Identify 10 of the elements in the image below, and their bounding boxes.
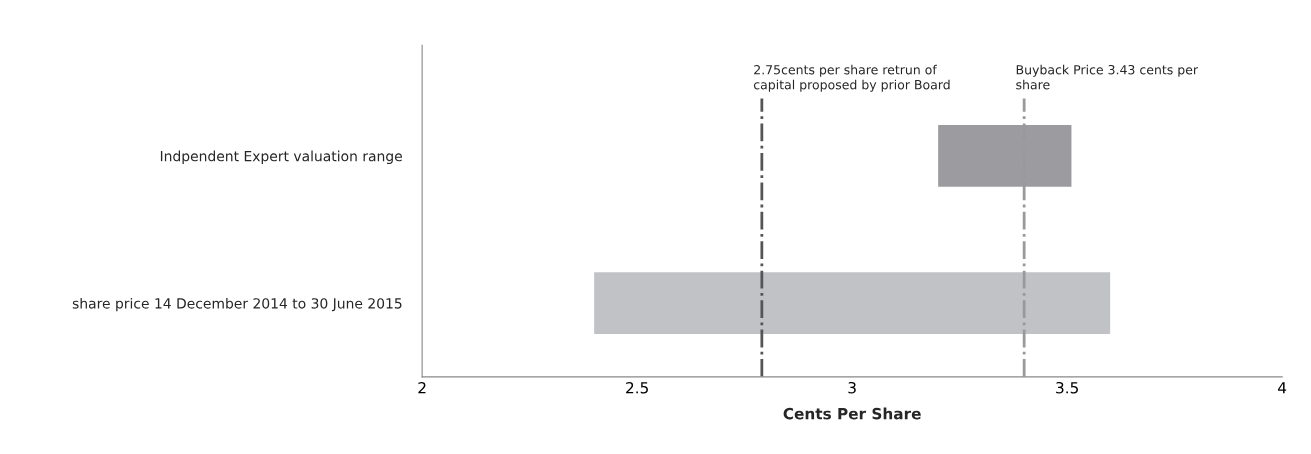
ref-line-label: 2.75cents per share retrun of capital proposed by prior Board	[753, 64, 950, 92]
x-tick-label: 2	[418, 381, 426, 394]
ref-line-label: Buyback Price 3.43 cents per share	[1016, 64, 1199, 90]
x-axis-title: Cents Per Share	[783, 407, 921, 420]
x-tick-label: 2.5	[626, 381, 648, 394]
y-tick-label: Indpendent Expert valuation range	[160, 150, 402, 165]
y-tick-label: share price 14 December 2014 to 30 June 2015	[72, 297, 402, 312]
x-tick-label: 3.5	[1056, 381, 1078, 394]
x-tick-label: 3	[848, 381, 856, 394]
x-tick-label: 4	[1278, 382, 1287, 394]
